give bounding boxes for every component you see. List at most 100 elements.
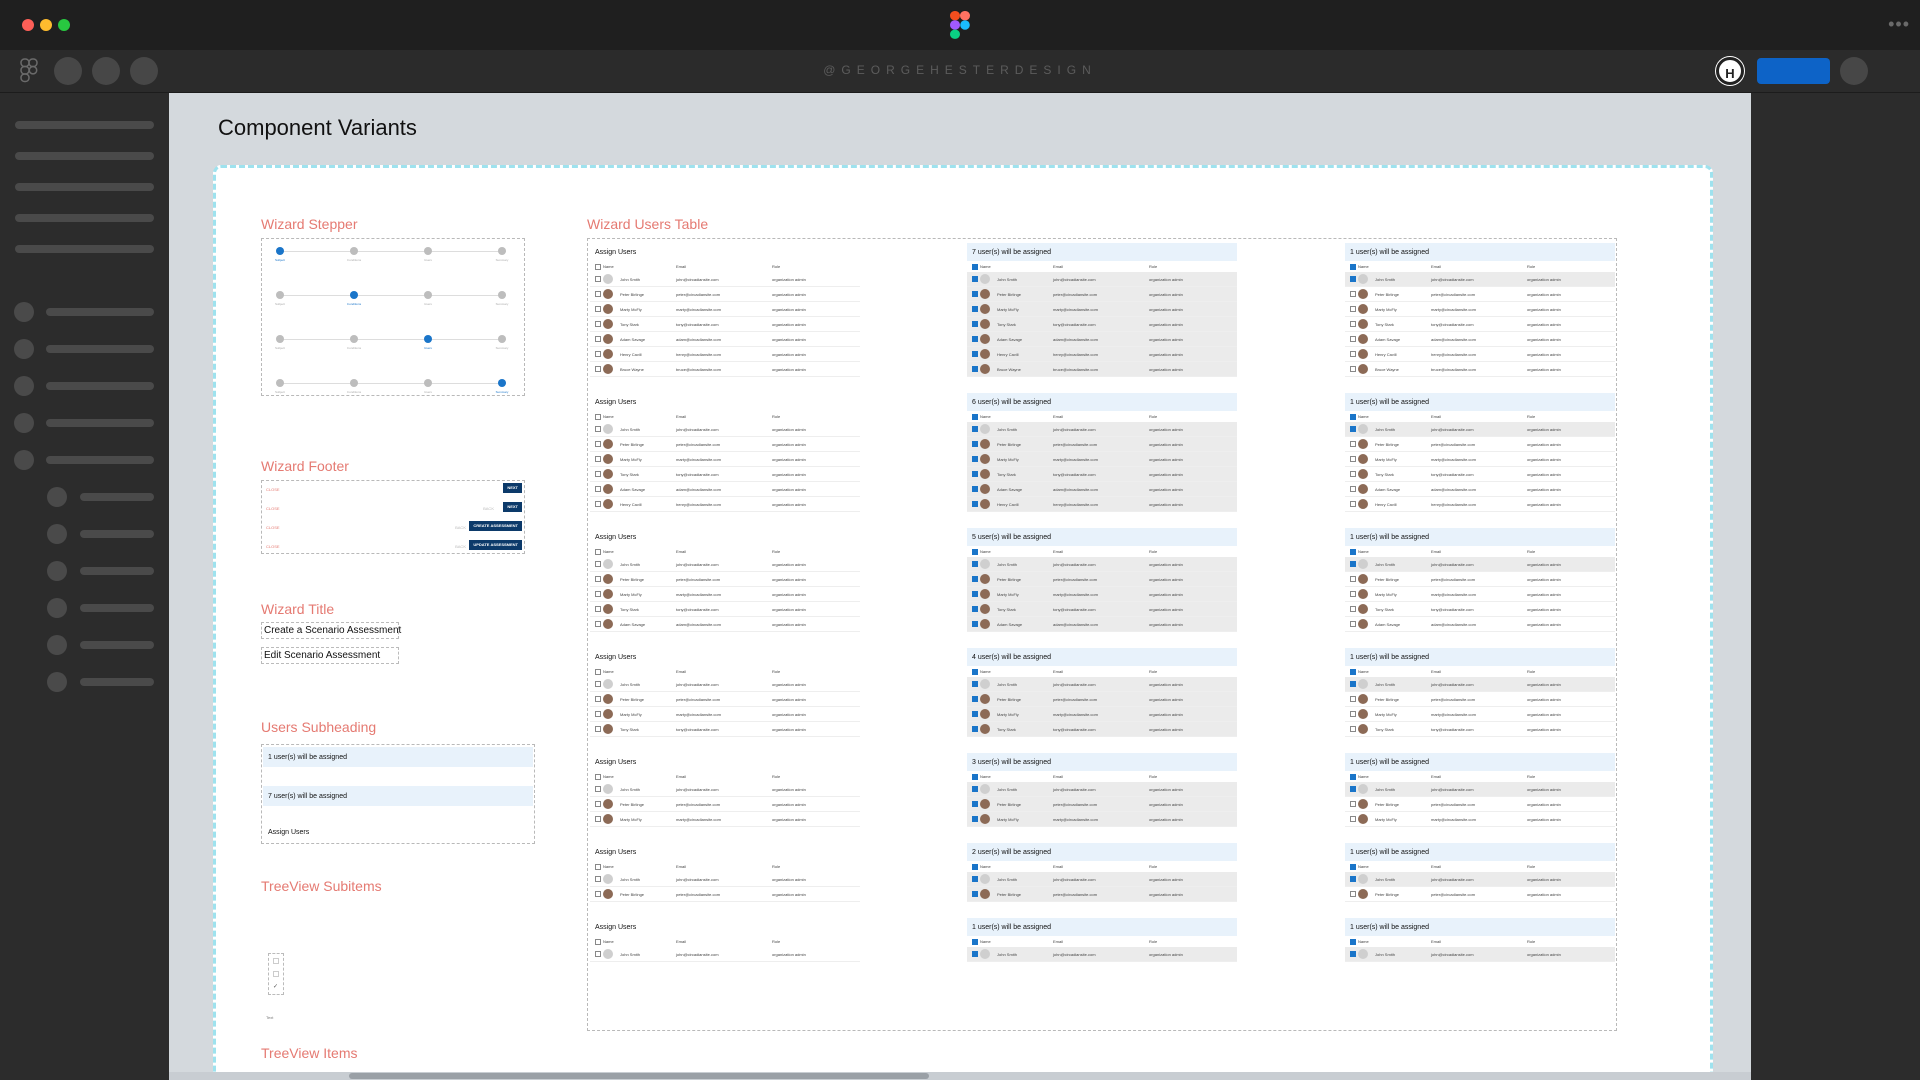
table-row[interactable]: Tony Stark tony@circadiansite.com organiza…: [1345, 317, 1615, 332]
table-row[interactable]: Peter Birlinge peter@circadiansite.com org…: [1345, 437, 1615, 452]
table-row[interactable]: Peter Birlinge peter@circadiansite.com org…: [590, 692, 860, 707]
select-all-checkbox[interactable]: [1350, 669, 1356, 675]
frame-tool-button[interactable]: [92, 57, 120, 85]
table-row[interactable]: Henry Cavill henry@circadiansite.com organ…: [967, 497, 1237, 512]
more-options-icon[interactable]: •••: [1888, 14, 1910, 34]
share-button[interactable]: [1757, 58, 1830, 84]
horizontal-scrollbar[interactable]: [169, 1072, 1751, 1080]
select-all-checkbox[interactable]: [595, 264, 601, 270]
table-row[interactable]: Adam Savage adam@circadiansite.com organiz…: [967, 332, 1237, 347]
footer-close-button[interactable]: CLOSE: [266, 506, 280, 511]
row-checkbox[interactable]: [972, 321, 978, 327]
table-row[interactable]: Henry Cavill henry@circadiansite.com organ…: [590, 347, 860, 362]
table-row[interactable]: Tony Stark tony@circadiansite.com organiza…: [967, 467, 1237, 482]
table-row[interactable]: Peter Birlinge peter@circadiansite.com org…: [1345, 887, 1615, 902]
user-avatar[interactable]: H: [1716, 57, 1744, 85]
select-all-checkbox[interactable]: [595, 864, 601, 870]
page-item[interactable]: [15, 152, 154, 160]
table-row[interactable]: Tony Stark tony@circadiansite.com organiza…: [590, 467, 860, 482]
select-all-checkbox[interactable]: [595, 549, 601, 555]
select-all-checkbox[interactable]: [595, 939, 601, 945]
footer-close-button[interactable]: CLOSE: [266, 487, 280, 492]
row-checkbox[interactable]: [595, 471, 601, 477]
table-row[interactable]: Marty McFly marty@circadiansite.com organi…: [590, 707, 860, 722]
footer-back-button[interactable]: BACK: [483, 506, 494, 511]
layer-item[interactable]: [46, 456, 154, 464]
table-row[interactable]: Marty McFly marty@circadiansite.com organi…: [1345, 302, 1615, 317]
row-checkbox[interactable]: [595, 351, 601, 357]
footer-back-button[interactable]: BACK: [455, 525, 466, 530]
table-row[interactable]: John Smith john@circadiansite.com organiza…: [967, 872, 1237, 887]
table-row[interactable]: Adam Savage adam@circadiansite.com organiz…: [967, 617, 1237, 632]
row-checkbox[interactable]: [972, 681, 978, 687]
row-checkbox[interactable]: [1350, 276, 1356, 282]
row-checkbox[interactable]: [1350, 291, 1356, 297]
table-row[interactable]: Peter Birlinge peter@circadiansite.com org…: [1345, 572, 1615, 587]
row-checkbox[interactable]: [595, 621, 601, 627]
row-checkbox[interactable]: [972, 306, 978, 312]
row-checkbox[interactable]: [1350, 786, 1356, 792]
row-checkbox[interactable]: [595, 696, 601, 702]
component-frame[interactable]: Wizard Stepper Subject Conditions Users Sum…: [213, 165, 1713, 1080]
table-row[interactable]: Marty McFly marty@circadiansite.com organi…: [967, 452, 1237, 467]
table-row[interactable]: Tony Stark tony@circadiansite.com organiza…: [590, 722, 860, 737]
row-checkbox[interactable]: [1350, 681, 1356, 687]
table-row[interactable]: Tony Stark tony@circadiansite.com organiza…: [1345, 722, 1615, 737]
footer-primary-button[interactable]: UPDATE ASSESSMENT: [469, 540, 522, 550]
footer-close-button[interactable]: CLOSE: [266, 544, 280, 549]
table-row[interactable]: Adam Savage adam@circadiansite.com organiz…: [1345, 482, 1615, 497]
treeview-checkbox[interactable]: [273, 958, 279, 964]
table-row[interactable]: John Smith john@circadiansite.com organiza…: [590, 422, 860, 437]
row-checkbox[interactable]: [1350, 321, 1356, 327]
table-row[interactable]: Peter Birlinge peter@circadiansite.com org…: [1345, 692, 1615, 707]
table-row[interactable]: John Smith john@circadiansite.com organiza…: [967, 677, 1237, 692]
table-row[interactable]: John Smith john@circadiansite.com organiza…: [1345, 272, 1615, 287]
row-checkbox[interactable]: [595, 786, 601, 792]
row-checkbox[interactable]: [1350, 456, 1356, 462]
footer-primary-button[interactable]: CREATE ASSESSMENT: [469, 521, 522, 531]
design-canvas[interactable]: Component Variants Wizard Stepper Subjec…: [169, 93, 1751, 1080]
table-row[interactable]: Peter Birlinge peter@circadiansite.com org…: [967, 692, 1237, 707]
row-checkbox[interactable]: [1350, 726, 1356, 732]
row-checkbox[interactable]: [972, 621, 978, 627]
table-row[interactable]: Adam Savage adam@circadiansite.com organiz…: [590, 482, 860, 497]
table-row[interactable]: Peter Birlinge peter@circadiansite.com org…: [1345, 287, 1615, 302]
row-checkbox[interactable]: [595, 606, 601, 612]
layer-item[interactable]: [80, 493, 154, 501]
layer-item[interactable]: [80, 567, 154, 575]
table-row[interactable]: Peter Birlinge peter@circadiansite.com org…: [967, 572, 1237, 587]
layer-item[interactable]: [80, 641, 154, 649]
table-row[interactable]: Marty McFly marty@circadiansite.com organi…: [967, 707, 1237, 722]
footer-primary-button[interactable]: NEXT: [503, 483, 522, 493]
row-checkbox[interactable]: [972, 456, 978, 462]
table-row[interactable]: Marty McFly marty@circadiansite.com organi…: [590, 302, 860, 317]
select-all-checkbox[interactable]: [1350, 264, 1356, 270]
table-row[interactable]: John Smith john@circadiansite.com organiza…: [590, 272, 860, 287]
row-checkbox[interactable]: [972, 366, 978, 372]
table-row[interactable]: John Smith john@circadiansite.com organiza…: [1345, 677, 1615, 692]
layer-item[interactable]: [46, 382, 154, 390]
row-checkbox[interactable]: [972, 576, 978, 582]
row-checkbox[interactable]: [972, 426, 978, 432]
row-checkbox[interactable]: [972, 291, 978, 297]
row-checkbox[interactable]: [595, 291, 601, 297]
select-all-checkbox[interactable]: [595, 669, 601, 675]
row-checkbox[interactable]: [972, 591, 978, 597]
table-row[interactable]: Adam Savage adam@circadiansite.com organiz…: [590, 332, 860, 347]
table-row[interactable]: Tony Stark tony@circadiansite.com organiza…: [967, 722, 1237, 737]
row-checkbox[interactable]: [1350, 711, 1356, 717]
row-checkbox[interactable]: [595, 681, 601, 687]
row-checkbox[interactable]: [595, 441, 601, 447]
table-row[interactable]: Henry Cavill henry@circadiansite.com organ…: [1345, 347, 1615, 362]
row-checkbox[interactable]: [595, 276, 601, 282]
move-tool-button[interactable]: [54, 57, 82, 85]
page-item[interactable]: [15, 183, 154, 191]
table-row[interactable]: Henry Cavill henry@circadiansite.com organ…: [967, 347, 1237, 362]
row-checkbox[interactable]: [972, 696, 978, 702]
select-all-checkbox[interactable]: [1350, 774, 1356, 780]
footer-back-button[interactable]: BACK: [455, 544, 466, 549]
profile-avatar[interactable]: [1840, 57, 1868, 85]
row-checkbox[interactable]: [972, 606, 978, 612]
row-checkbox[interactable]: [1350, 366, 1356, 372]
footer-primary-button[interactable]: NEXT: [503, 502, 522, 512]
